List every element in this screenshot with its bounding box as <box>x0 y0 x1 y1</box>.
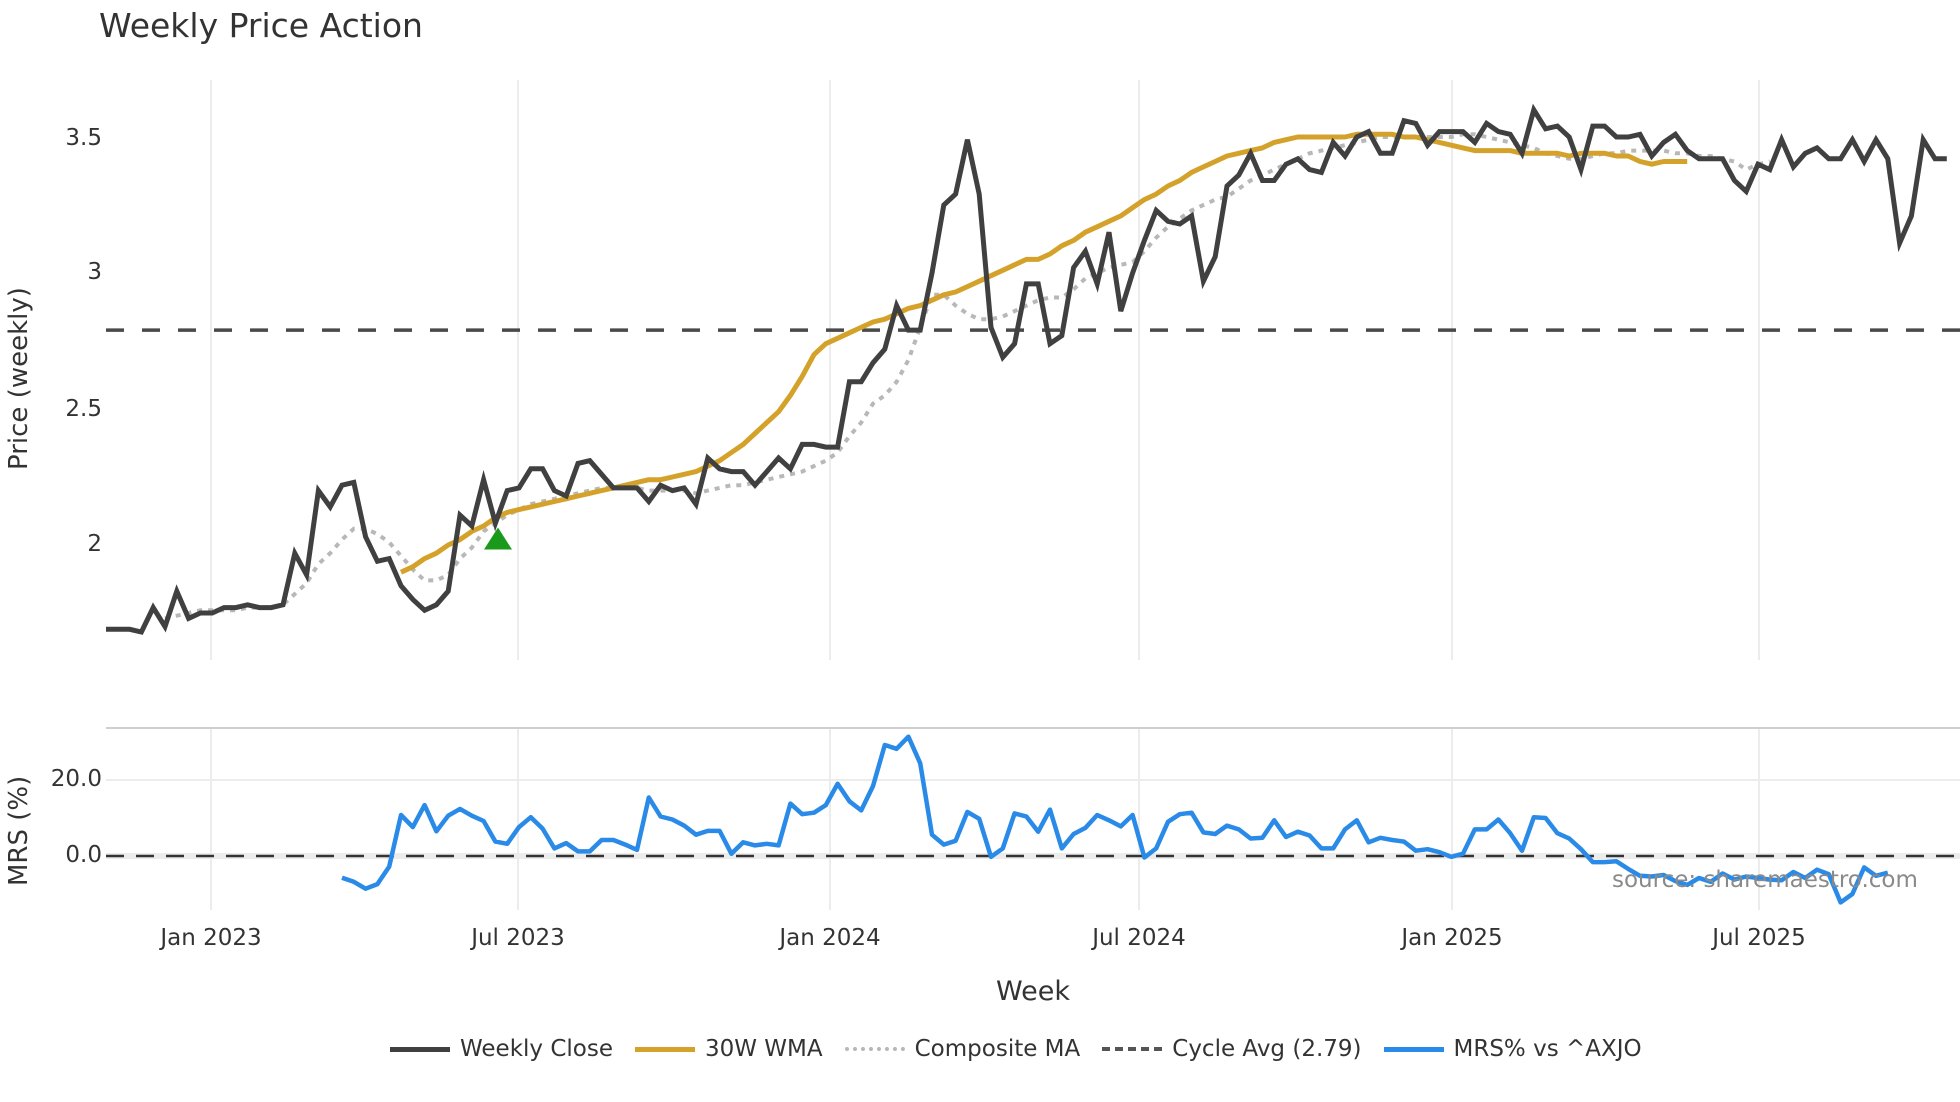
composite-ma-swatch-icon <box>844 1047 905 1051</box>
mrs-y-axis-label: MRS (%) <box>4 775 34 886</box>
legend-item-30w-wma[interactable]: 30W WMA <box>634 1036 823 1062</box>
legend-label: 30W WMA <box>704 1036 823 1062</box>
x-tick-jul-2023: Jul 2023 <box>471 925 565 951</box>
legend: Weekly Close 30W WMA Composite MA Cycle … <box>390 1036 1664 1062</box>
legend-label: Cycle Avg (2.79) <box>1172 1036 1362 1062</box>
mrs-y-tick: 20.0 <box>50 766 102 792</box>
mrs-line <box>341 734 1889 905</box>
x-tick-jan-2023: Jan 2023 <box>160 925 262 951</box>
wma-swatch-icon <box>634 1046 695 1052</box>
legend-label: Weekly Close <box>460 1036 613 1062</box>
price-y-axis-label: Price (weekly) <box>4 287 34 470</box>
composite-ma-line <box>164 132 1771 621</box>
cycle-avg-swatch-icon <box>1102 1047 1163 1051</box>
mrs-horizontal-gridlines <box>106 779 1960 859</box>
chart-title: Weekly Price Action <box>99 6 423 45</box>
x-tick-jul-2025: Jul 2025 <box>1712 925 1806 951</box>
legend-item-cycle-avg[interactable]: Cycle Avg (2.79) <box>1102 1036 1362 1062</box>
legend-label: Composite MA <box>914 1036 1081 1062</box>
weekly-close-swatch-icon <box>390 1046 450 1052</box>
price-y-tick: 2 <box>87 531 102 557</box>
legend-item-weekly-close[interactable]: Weekly Close <box>390 1036 613 1062</box>
price-y-tick: 2.5 <box>65 396 102 422</box>
legend-label: MRS% vs ^AXJO <box>1453 1036 1642 1062</box>
weekly-close-line <box>106 103 1947 635</box>
mrs-swatch-icon <box>1383 1046 1444 1052</box>
price-y-tick: 3 <box>87 259 102 285</box>
legend-item-mrs[interactable]: MRS% vs ^AXJO <box>1383 1036 1642 1062</box>
vertical-gridlines <box>210 80 1760 910</box>
source-watermark: source: sharemaestro.com <box>1612 867 1918 893</box>
x-axis-title: Week <box>996 976 1070 1007</box>
legend-item-composite-ma[interactable]: Composite MA <box>844 1036 1081 1062</box>
buy-signal-triangle-icon <box>484 527 512 550</box>
mrs-y-tick: 0.0 <box>65 842 102 868</box>
price-y-tick: 3.5 <box>65 125 102 151</box>
x-tick-jan-2025: Jan 2025 <box>1401 925 1503 951</box>
wma-30w-line <box>399 131 1688 575</box>
x-tick-jul-2024: Jul 2024 <box>1092 925 1186 951</box>
x-tick-jan-2024: Jan 2024 <box>779 925 881 951</box>
